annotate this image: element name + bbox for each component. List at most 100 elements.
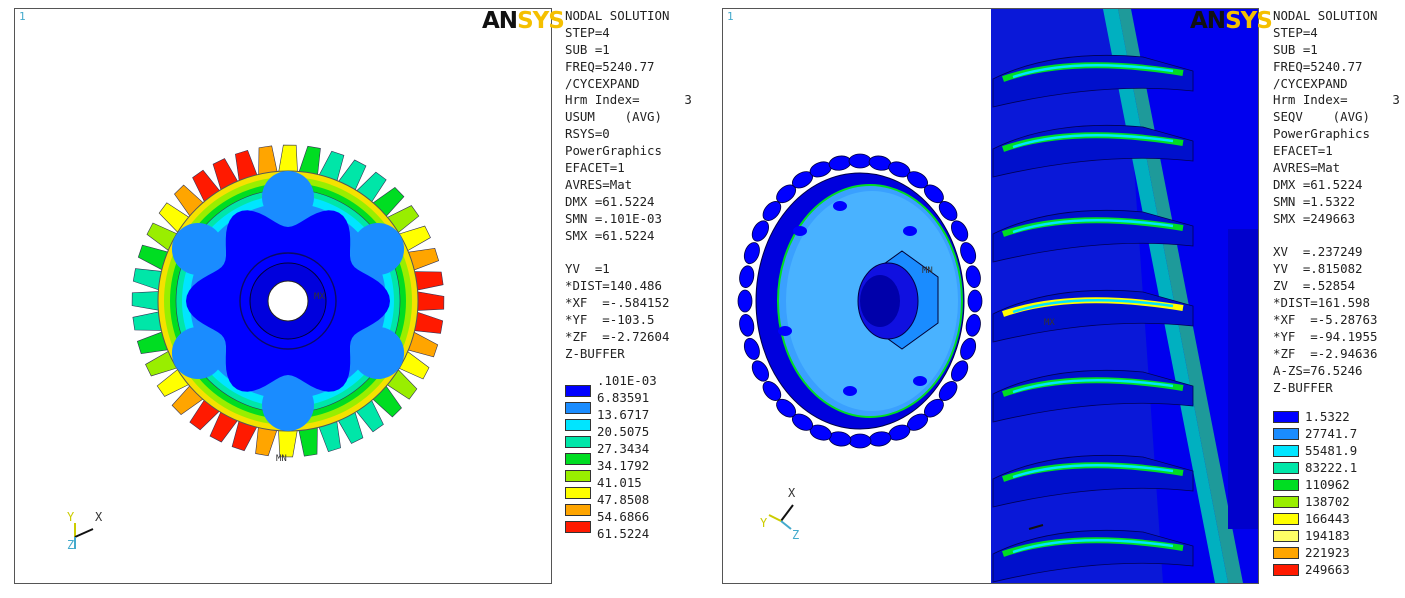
info-line: Z-BUFFER xyxy=(1273,379,1333,395)
info-line: PowerGraphics xyxy=(1273,126,1370,142)
web-pocket xyxy=(262,379,314,431)
legend-swatch xyxy=(1273,547,1299,559)
info-line: *DIST=161.598 xyxy=(1273,295,1370,311)
zoom-tooth-stress xyxy=(1012,299,1174,314)
info-line: DMX =61.5224 xyxy=(1273,176,1363,192)
info-line: USUM (AVG) xyxy=(565,109,662,125)
zoom-tooth-stress xyxy=(1012,464,1174,479)
iso-tooth xyxy=(743,337,760,360)
info-line: FREQ=5240.77 xyxy=(1273,58,1363,74)
ansys-logo: ANSYS xyxy=(1190,8,1273,34)
gear-tooth xyxy=(278,428,298,458)
legend-value: 1.5322 xyxy=(1305,409,1350,424)
info-line: STEP=4 xyxy=(565,24,610,40)
iso-bolt-hole xyxy=(913,376,927,386)
triad-y xyxy=(768,514,782,522)
iso-tooth xyxy=(776,398,797,418)
info-line: /CYCEXPAND xyxy=(565,75,640,91)
info-line: YV =.815082 xyxy=(1273,261,1363,277)
info-line: Z-BUFFER xyxy=(565,345,625,361)
info-line: XV =.237249 xyxy=(1273,244,1363,260)
zoom-tooth-stress xyxy=(1012,219,1174,234)
iso-hub-inner xyxy=(860,275,900,327)
iso-tooth xyxy=(751,360,769,382)
legend-value: 166443 xyxy=(1305,511,1350,526)
legend-swatch xyxy=(1273,564,1299,576)
iso-tooth xyxy=(960,242,977,265)
info-line: PowerGraphics xyxy=(565,143,662,159)
iso-tooth xyxy=(762,381,782,401)
info-line: RSYS=0 xyxy=(565,126,610,142)
info-line: A-ZS=76.5246 xyxy=(1273,362,1363,378)
legend-swatch xyxy=(565,436,591,448)
info-line: SMX =61.5224 xyxy=(565,227,655,243)
iso-tooth xyxy=(965,313,981,337)
legend-swatch xyxy=(565,402,591,414)
zoom-tooth-stress xyxy=(1012,379,1174,394)
zoom-triad xyxy=(1028,524,1044,530)
min-marker-label: MN xyxy=(276,454,287,464)
bore xyxy=(267,280,309,322)
legend-value: 249663 xyxy=(1305,562,1350,577)
legend-value: 54.6866 xyxy=(597,509,650,524)
info-line: *YF =-103.5 xyxy=(565,312,655,328)
iso-bolt-hole xyxy=(833,201,847,211)
info-line: Hrm Index= 3 xyxy=(565,92,692,108)
iso-tooth xyxy=(965,265,981,289)
legend-value: 110962 xyxy=(1305,477,1350,492)
info-line: YV =1 xyxy=(565,261,610,277)
iso-tooth xyxy=(848,433,872,449)
iso-tooth xyxy=(739,265,755,289)
info-line: AVRES=Mat xyxy=(565,176,633,192)
legend-value: 41.015 xyxy=(597,475,642,490)
legend-value: 194183 xyxy=(1305,528,1350,543)
left-graphics-viewport[interactable] xyxy=(14,8,552,584)
legend-value: 20.5075 xyxy=(597,424,650,439)
iso-bolt-hole xyxy=(903,226,917,236)
info-line: SMX =249663 xyxy=(1273,210,1356,226)
triad-x xyxy=(74,528,94,538)
right-gear-plot xyxy=(737,9,1258,583)
info-line: *XF =-5.28763 xyxy=(1273,312,1378,328)
legend-swatch xyxy=(565,487,591,499)
max-marker-label: MX xyxy=(1044,318,1055,328)
info-line: EFACET=1 xyxy=(1273,143,1333,159)
info-line: *YF =-94.1955 xyxy=(1273,328,1378,344)
info-line xyxy=(565,244,692,261)
iso-bolt-hole xyxy=(793,226,807,236)
legend-swatch xyxy=(565,385,591,397)
legend-swatch xyxy=(1273,496,1299,508)
legend-value: 6.83591 xyxy=(597,390,650,405)
iso-tooth xyxy=(868,155,892,171)
iso-tooth xyxy=(951,220,969,242)
iso-tooth xyxy=(923,184,944,204)
web-pocket xyxy=(352,223,405,275)
right-info-text: NODAL SOLUTION STEP=4 SUB =1 FREQ=5240.77/C… xyxy=(1273,8,1400,396)
iso-tooth xyxy=(951,360,969,382)
info-line: NODAL SOLUTION xyxy=(1273,8,1378,23)
web-pocket xyxy=(352,327,405,379)
iso-tooth xyxy=(967,289,983,313)
triad-x xyxy=(780,504,794,522)
legend-value: 61.5224 xyxy=(597,526,650,541)
axis-x-label: X xyxy=(788,486,796,500)
iso-tooth xyxy=(751,220,769,242)
zoom-shaft xyxy=(1228,229,1258,529)
axis-x-label: X xyxy=(95,510,103,524)
info-line: *ZF =-2.94636 xyxy=(1273,345,1378,361)
legend-swatch xyxy=(565,470,591,482)
legend-value: 55481.9 xyxy=(1305,443,1358,458)
iso-tooth xyxy=(960,337,977,360)
left-gear-plot xyxy=(74,144,445,549)
iso-tooth xyxy=(743,242,760,265)
min-marker-label: MN xyxy=(922,266,933,276)
info-line: STEP=4 xyxy=(1273,24,1318,40)
right-graphics-viewport[interactable] xyxy=(722,8,1259,584)
legend-value: 138702 xyxy=(1305,494,1350,509)
legend-value: 47.8508 xyxy=(597,492,650,507)
iso-tooth xyxy=(739,313,755,337)
legend-value: 13.6717 xyxy=(597,407,650,422)
iso-bolt-hole xyxy=(843,386,857,396)
legend-swatch xyxy=(565,453,591,465)
gear-tooth xyxy=(131,291,161,311)
